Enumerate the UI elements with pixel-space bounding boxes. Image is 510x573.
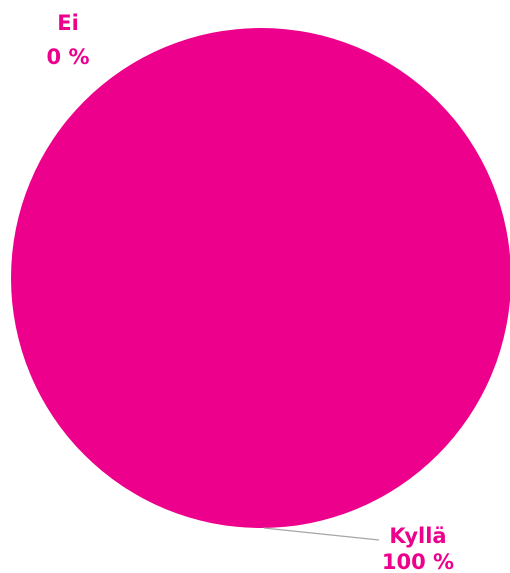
- slice-label-kylla-value: 100 %: [382, 550, 454, 573]
- pie-slices: [11, 28, 510, 528]
- slice-label-ei-value: 0 %: [47, 45, 90, 69]
- slice-label-ei-name: Ei: [57, 11, 79, 35]
- slice-label-kylla-name: Kyllä: [389, 524, 446, 548]
- pie-slice-kylla: [11, 28, 510, 528]
- leader-line-kylla: [263, 527, 380, 541]
